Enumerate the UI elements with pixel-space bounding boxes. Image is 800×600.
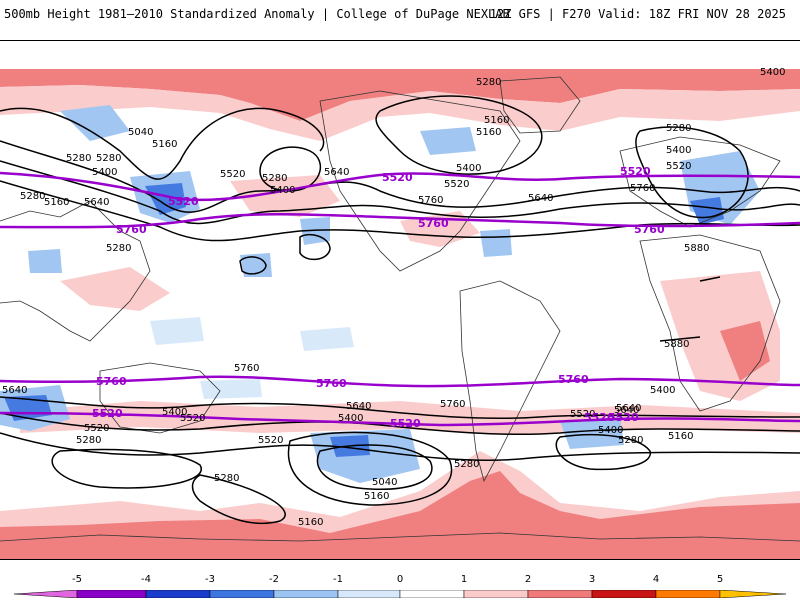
contour-label: 5280 bbox=[20, 191, 45, 202]
colorbar-tick: -4 bbox=[141, 574, 151, 585]
purple-contour-label: 5520 bbox=[382, 171, 413, 184]
contour-label: 5160 bbox=[152, 139, 177, 150]
contour-label: 5880 bbox=[664, 339, 689, 350]
colorbar-segment bbox=[655, 590, 721, 598]
colorbar-segment bbox=[527, 590, 593, 598]
contour-label: 5520 bbox=[220, 169, 245, 180]
contour-label: 5520 bbox=[84, 423, 109, 434]
colorbar-tick: 3 bbox=[588, 574, 596, 585]
contour-label: 5880 bbox=[684, 243, 709, 254]
contour-label: 5400 bbox=[162, 407, 187, 418]
colorbar-segment bbox=[273, 590, 339, 598]
colorbar-segment bbox=[399, 590, 465, 598]
contour-label: 5400 bbox=[456, 163, 481, 174]
contour-label: 5640 bbox=[346, 401, 371, 412]
model-run-info: 12Z GFS | F270 Valid: 18Z FRI NOV 28 202… bbox=[489, 7, 786, 21]
contour-label: 5040 bbox=[128, 127, 153, 138]
colorbar-tick: 4 bbox=[652, 574, 660, 585]
purple-contour-label: 5760 bbox=[634, 223, 665, 236]
contour-label: 5160 bbox=[364, 491, 389, 502]
purple-contour-label: 5760 bbox=[96, 375, 127, 388]
contour-label: 5520 bbox=[666, 161, 691, 172]
contour-label: 5640 bbox=[614, 405, 639, 416]
contour-label: 5160 bbox=[668, 431, 693, 442]
colorbar-segment bbox=[14, 590, 78, 598]
colorbar-tick: -3 bbox=[205, 574, 215, 585]
contour-label: 5760 bbox=[630, 183, 655, 194]
contour-label: 5160 bbox=[484, 115, 509, 126]
contour-label: 5280 bbox=[666, 123, 691, 134]
colorbar-segment bbox=[145, 590, 211, 598]
contour-label: 5280 bbox=[106, 243, 131, 254]
contour-label: 5640 bbox=[84, 197, 109, 208]
purple-contour-label: 5520 bbox=[168, 195, 199, 208]
colorbar-tick: -5 bbox=[72, 574, 82, 585]
header: 500mb Height 1981–2010 Standardized Anom… bbox=[0, 0, 800, 28]
contour-label: 5400 bbox=[598, 425, 623, 436]
contour-label: 5280 bbox=[96, 153, 121, 164]
purple-contour-label: 5760 bbox=[116, 223, 147, 236]
contour-label: 5280 bbox=[618, 435, 643, 446]
purple-contour-label: 5520 bbox=[584, 411, 615, 424]
colorbar-tick: 0 bbox=[396, 574, 404, 585]
colorbar-tick: 1 bbox=[460, 574, 468, 585]
contour-label: 5400 bbox=[92, 167, 117, 178]
colorbar-segment bbox=[337, 590, 401, 598]
anomaly-map: 5400 5280 5160 5040 5160 5280 5400 5280 … bbox=[0, 67, 800, 559]
map-panel[interactable]: 5400 5280 5160 5040 5160 5280 5400 5280 … bbox=[0, 40, 800, 560]
height-contours bbox=[0, 95, 800, 525]
reference-contours bbox=[0, 171, 800, 427]
colorbar-segment bbox=[209, 590, 275, 598]
colorbar: -5 -4 -3 -2 -1 0 1 2 3 4 5 bbox=[14, 574, 786, 600]
purple-contour-label: 5760 bbox=[316, 377, 347, 390]
contour-label: 5520 bbox=[444, 179, 469, 190]
purple-contour-label: 5520 bbox=[608, 411, 639, 424]
contour-label: 5640 bbox=[528, 193, 553, 204]
colorbar-segment bbox=[719, 590, 786, 598]
contour-label: 5640 bbox=[324, 167, 349, 178]
contour-label: 5640 bbox=[616, 403, 641, 414]
coastlines bbox=[0, 76, 800, 542]
colorbar-strip bbox=[14, 590, 786, 598]
contour-label: 5520 bbox=[180, 413, 205, 424]
contour-label: 5040 bbox=[372, 477, 397, 488]
colorbar-tick: -1 bbox=[333, 574, 343, 585]
contour-label: 5160 bbox=[476, 127, 501, 138]
contour-label: 5400 bbox=[650, 385, 675, 396]
map-title: 500mb Height 1981–2010 Standardized Anom… bbox=[4, 7, 510, 21]
colorbar-segment bbox=[591, 590, 657, 598]
contour-label: 5280 bbox=[214, 473, 239, 484]
purple-contour-label: 5760 bbox=[558, 373, 589, 386]
height-contour-labels: 5400 5280 5160 5040 5160 5280 5400 5280 … bbox=[2, 67, 785, 528]
contour-label: 5520 bbox=[570, 409, 595, 420]
colorbar-tick-labels: -5 -4 -3 -2 -1 0 1 2 3 4 5 bbox=[14, 574, 786, 586]
contour-label: 5520 bbox=[258, 435, 283, 446]
contour-label: 5400 bbox=[760, 67, 785, 78]
purple-contour-label: 5760 bbox=[418, 217, 449, 230]
contour-label: 5160 bbox=[44, 197, 69, 208]
colorbar-tick: 5 bbox=[716, 574, 724, 585]
contour-label: 5280 bbox=[454, 459, 479, 470]
reference-contour-labels: 5520 5760 5520 5760 5520 5760 5760 5520 … bbox=[92, 165, 665, 430]
purple-contour-label: 5520 bbox=[390, 417, 421, 430]
contour-label: 5760 bbox=[418, 195, 443, 206]
colorbar-segment bbox=[76, 590, 147, 598]
contour-label: 5280 bbox=[262, 173, 287, 184]
contour-label: 5280 bbox=[76, 435, 101, 446]
purple-contour-label: 5520 bbox=[620, 165, 651, 178]
contour-label: 5280 bbox=[66, 153, 91, 164]
colorbar-segment bbox=[463, 590, 529, 598]
contour-label: 5640 bbox=[2, 385, 27, 396]
contour-label: 5280 bbox=[476, 77, 501, 88]
contour-label: 5400 bbox=[270, 185, 295, 196]
contour-label: 5760 bbox=[234, 363, 259, 374]
contour-label: 5160 bbox=[298, 517, 323, 528]
purple-contour-label: 5520 bbox=[92, 407, 123, 420]
anomaly-shading bbox=[0, 69, 800, 559]
contour-label: 5400 bbox=[666, 145, 691, 156]
colorbar-tick: 2 bbox=[524, 574, 532, 585]
contour-label: 5760 bbox=[440, 399, 465, 410]
colorbar-tick: -2 bbox=[269, 574, 279, 585]
contour-label: 5400 bbox=[338, 413, 363, 424]
